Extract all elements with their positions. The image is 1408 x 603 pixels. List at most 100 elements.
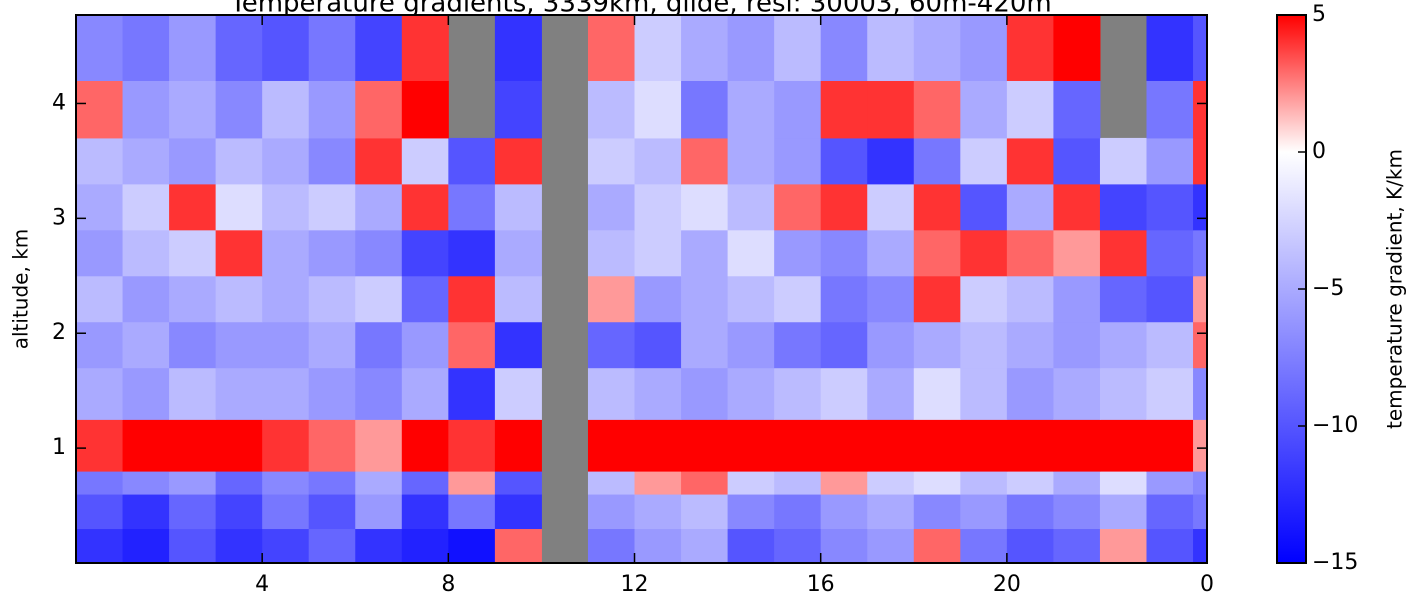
heatmap-cell <box>587 367 636 420</box>
heatmap-cell <box>401 229 449 277</box>
heatmap-cell <box>1053 183 1101 231</box>
heatmap-cell <box>169 321 217 369</box>
heatmap-cell <box>1099 528 1147 564</box>
heatmap-cell <box>774 275 822 323</box>
heatmap-cell <box>494 275 542 323</box>
heatmap-cell <box>1193 471 1208 495</box>
heatmap-cell <box>1146 80 1194 139</box>
heatmap-cell <box>1099 321 1147 369</box>
heatmap-cell <box>774 321 822 369</box>
heatmap-cell <box>355 183 403 231</box>
heatmap-cell <box>1099 367 1147 420</box>
heatmap-cell <box>867 321 915 369</box>
heatmap-cell <box>960 137 1008 185</box>
heatmap-cell <box>1099 419 1147 472</box>
heatmap-cell <box>1053 419 1101 472</box>
heatmap-cell <box>1146 137 1194 185</box>
heatmap-cell <box>494 137 542 185</box>
heatmap-cell <box>867 137 915 185</box>
heatmap-cell <box>1053 275 1101 323</box>
heatmap-cell <box>727 229 775 277</box>
heatmap-cell <box>122 528 170 564</box>
heatmap-cell <box>1099 275 1147 323</box>
heatmap-cell <box>960 494 1008 530</box>
heatmap-cell <box>727 494 775 530</box>
heatmap-cell <box>494 471 542 495</box>
heatmap-cell <box>308 229 356 277</box>
heatmap-cell <box>308 528 356 564</box>
colorbar-tick-label: −15 <box>1312 550 1358 575</box>
heatmap-cell <box>401 471 449 495</box>
heatmap-cell <box>960 367 1008 420</box>
heatmap-cell <box>913 471 961 495</box>
heatmap-cell <box>401 80 449 139</box>
heatmap-cell <box>1193 183 1208 231</box>
x-tick-label: 4 <box>255 572 269 597</box>
heatmap-cell <box>494 321 542 369</box>
heatmap-cell <box>774 419 822 472</box>
heatmap-cell <box>867 494 915 530</box>
heatmap-cell <box>76 137 124 185</box>
heatmap-cell <box>727 80 775 139</box>
heatmap-cell <box>76 229 124 277</box>
heatmap-cell <box>1006 471 1054 495</box>
heatmap-cell <box>634 419 682 472</box>
heatmap-cell <box>820 137 868 185</box>
heatmap-cell <box>169 494 217 530</box>
heatmap-cell <box>494 229 542 277</box>
heatmap-cell <box>122 471 170 495</box>
heatmap-cell <box>448 471 496 495</box>
heatmap-cell <box>1006 494 1054 530</box>
heatmap-cell <box>587 229 636 277</box>
heatmap-cell <box>308 80 356 139</box>
heatmap-cell <box>1099 229 1147 277</box>
x-tick-label: 12 <box>621 572 649 597</box>
heatmap-cell <box>262 15 310 81</box>
heatmap-cell <box>76 80 124 139</box>
heatmap-cell <box>308 275 356 323</box>
heatmap-cell <box>587 183 636 231</box>
heatmap-cell <box>262 275 310 323</box>
heatmap-cell <box>355 419 403 472</box>
heatmap-cell <box>681 471 729 495</box>
heatmap-cell <box>820 229 868 277</box>
heatmap-cell <box>494 528 542 564</box>
heatmap-cell <box>587 528 636 564</box>
heatmap-cell <box>122 275 170 323</box>
heatmap-cell <box>401 15 449 81</box>
heatmap-cell <box>262 367 310 420</box>
heatmap-cell <box>867 528 915 564</box>
heatmap-cell <box>169 367 217 420</box>
heatmap-cell <box>1193 229 1208 277</box>
heatmap-cell <box>215 229 263 277</box>
heatmap-cell <box>122 419 170 472</box>
heatmap-cell <box>215 528 263 564</box>
heatmap-cell <box>262 471 310 495</box>
heatmap-cell <box>913 367 961 420</box>
heatmap-cell <box>262 137 310 185</box>
colorbar-label: temperature gradient, K/km <box>1383 149 1407 429</box>
heatmap-cell <box>634 275 682 323</box>
heatmap-cell <box>448 419 496 472</box>
heatmap-cell <box>76 494 124 530</box>
heatmap-cell <box>681 137 729 185</box>
heatmap-cell <box>215 275 263 323</box>
heatmap-cell <box>76 321 124 369</box>
heatmap-cell <box>681 528 729 564</box>
heatmap-cell <box>494 80 542 139</box>
heatmap-cell <box>820 80 868 139</box>
heatmap-cell <box>913 80 961 139</box>
heatmap-cell <box>634 367 682 420</box>
heatmap-cell <box>448 494 496 530</box>
heatmap-cell <box>681 419 729 472</box>
heatmap-cell <box>587 80 636 139</box>
heatmap-cell <box>774 494 822 530</box>
heatmap-cell <box>1006 367 1054 420</box>
heatmap-cell <box>401 183 449 231</box>
heatmap-cell <box>727 471 775 495</box>
colorbar-tick-label: −10 <box>1312 413 1358 438</box>
heatmap-cell <box>960 80 1008 139</box>
heatmap-cell <box>727 367 775 420</box>
heatmap-cell <box>1146 229 1194 277</box>
heatmap-cell <box>76 471 124 495</box>
